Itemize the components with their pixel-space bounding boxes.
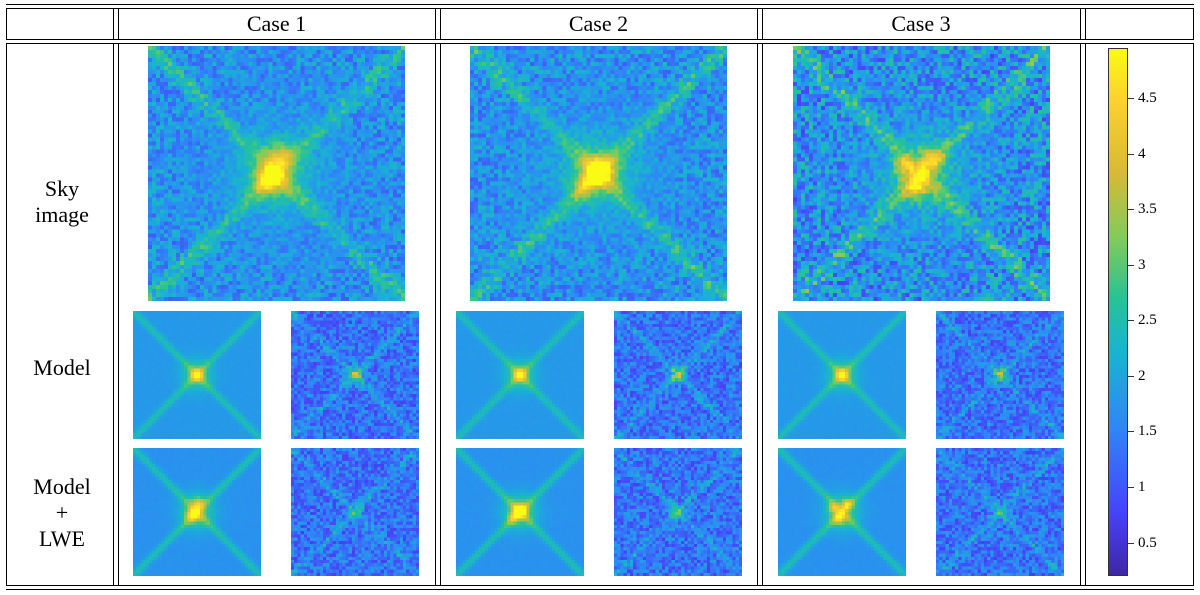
row-label-sky-image: Sky image — [12, 176, 112, 228]
column-divider — [440, 43, 441, 585]
case-3-model-lwe-residual-image — [936, 448, 1064, 576]
colorbar-tick-label: 1.5 — [1138, 423, 1157, 440]
column-divider — [757, 43, 758, 585]
colorbar-tick — [1128, 431, 1134, 433]
header-rule-2 — [6, 43, 1194, 44]
image-canvas — [291, 448, 419, 576]
case-2-model-residual-image — [614, 311, 742, 439]
column-divider — [113, 8, 114, 39]
colorbar-tick — [1128, 153, 1134, 155]
table-top-rule-2 — [6, 8, 1194, 9]
case-1-header: Case 1 — [246, 11, 307, 36]
colorbar-tick-label: 3.5 — [1138, 201, 1157, 218]
image-canvas — [778, 311, 906, 439]
case-2-model-image — [456, 311, 584, 439]
case-3-model-lwe-image — [778, 448, 906, 576]
row-label-line: Sky — [44, 176, 80, 201]
row-label-line: Model — [33, 355, 91, 380]
column-divider — [762, 43, 763, 585]
colorbar-tick — [1128, 264, 1134, 266]
column-divider — [757, 8, 758, 39]
column-divider — [762, 8, 763, 39]
column-divider — [1080, 8, 1081, 39]
case-1-model-residual-image — [291, 311, 419, 439]
column-divider — [6, 43, 7, 585]
image-canvas — [456, 448, 584, 576]
column-divider — [1080, 43, 1081, 585]
row-label-line: + — [55, 500, 69, 525]
table-bottom-rule-2 — [6, 589, 1194, 590]
colorbar-tick — [1128, 98, 1134, 100]
case-2-model-lwe-residual-image — [614, 448, 742, 576]
colorbar-tick-label: 0.5 — [1138, 534, 1157, 551]
table-bottom-rule-1 — [6, 585, 1194, 586]
column-divider — [1193, 8, 1194, 39]
row-label-model-lwe: Model + LWE — [12, 474, 112, 552]
row-label-line: LWE — [38, 526, 85, 551]
colorbar-tick — [1128, 487, 1134, 489]
column-divider — [1085, 43, 1086, 585]
case-3-header: Case 3 — [891, 11, 951, 36]
colorbar-tick-label: 1 — [1138, 479, 1146, 496]
colorbar-tick-label: 2 — [1138, 367, 1146, 384]
column-divider — [118, 8, 119, 39]
colorbar-tick-label: 4 — [1138, 145, 1146, 162]
case-2-sky-image — [470, 46, 727, 301]
case-3-model-residual-image — [936, 311, 1064, 439]
image-canvas — [148, 46, 405, 301]
case-2-model-lwe-image — [456, 448, 584, 576]
column-divider — [435, 43, 436, 585]
colorbar-tick — [1128, 209, 1134, 211]
column-divider — [435, 8, 436, 39]
colorbar-tick-label: 4.5 — [1138, 90, 1157, 107]
colorbar-tick — [1128, 320, 1134, 322]
image-canvas — [793, 46, 1050, 301]
colorbar — [1108, 48, 1128, 576]
row-label-model: Model — [12, 355, 112, 381]
image-canvas — [291, 311, 419, 439]
case-2-header: Case 2 — [568, 11, 629, 36]
image-canvas — [133, 448, 261, 576]
case-1-model-lwe-residual-image — [291, 448, 419, 576]
image-canvas — [936, 311, 1064, 439]
case-3-model-image — [778, 311, 906, 439]
image-canvas — [456, 311, 584, 439]
column-divider — [1085, 8, 1086, 39]
case-1-model-image — [133, 311, 261, 439]
colorbar-tick — [1128, 542, 1134, 544]
image-canvas — [614, 448, 742, 576]
image-canvas — [936, 448, 1064, 576]
colorbar-tick-label: 2.5 — [1138, 312, 1157, 329]
column-divider — [118, 43, 119, 585]
colorbar-tick-label: 3 — [1138, 256, 1146, 273]
column-divider — [440, 8, 441, 39]
header-rule-1 — [6, 39, 1194, 40]
row-label-line: image — [35, 202, 89, 227]
column-divider — [1193, 43, 1194, 585]
column-divider — [113, 43, 114, 585]
image-canvas — [133, 311, 261, 439]
image-canvas — [470, 46, 727, 301]
table-top-rule-1 — [6, 4, 1194, 5]
row-label-line: Model — [33, 474, 91, 499]
image-canvas — [778, 448, 906, 576]
image-canvas — [614, 311, 742, 439]
case-1-model-lwe-image — [133, 448, 261, 576]
column-divider — [6, 8, 7, 39]
colorbar-tick — [1128, 375, 1134, 377]
case-1-sky-image — [148, 46, 405, 301]
case-3-sky-image — [793, 46, 1050, 301]
